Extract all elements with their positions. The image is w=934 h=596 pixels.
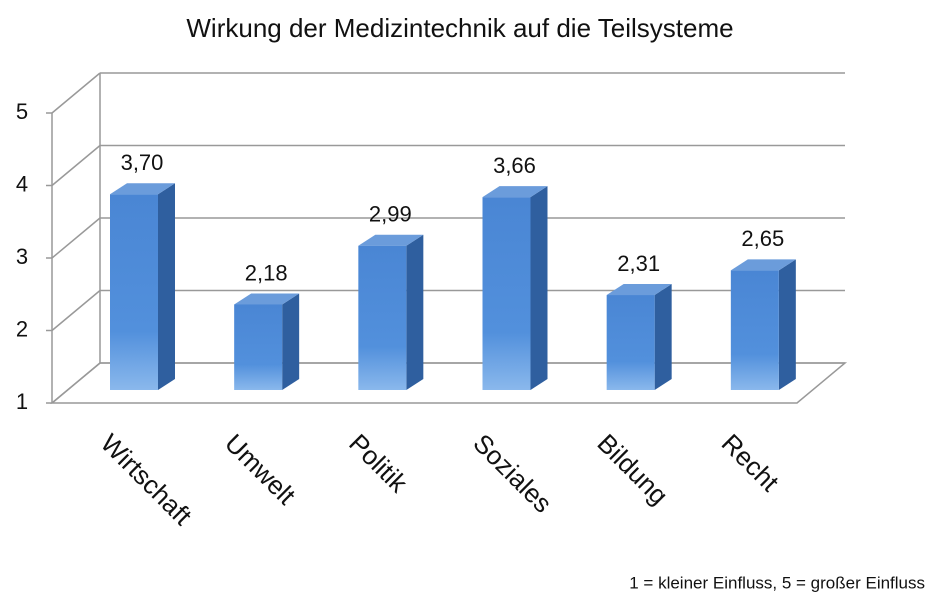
bar xyxy=(234,304,283,390)
y-tick-label: 4 xyxy=(16,171,28,196)
bar xyxy=(482,197,531,390)
bar xyxy=(110,194,158,390)
bar-side xyxy=(778,259,796,390)
data-label: 2,31 xyxy=(617,251,660,276)
bar-side xyxy=(406,234,424,390)
grid-line xyxy=(51,144,101,187)
x-tick-label: Politik xyxy=(343,428,414,499)
bar-side xyxy=(530,186,548,390)
y-tick-label: 5 xyxy=(16,99,28,124)
bar xyxy=(730,270,779,390)
x-tick-label: Recht xyxy=(716,428,786,498)
bar-side xyxy=(158,183,175,390)
bar-top xyxy=(606,284,672,296)
x-tick-label: Soziales xyxy=(467,428,558,519)
x-tick-label: Bildung xyxy=(592,428,675,511)
chart-title: Wirkung der Medizintechnik auf die Teils… xyxy=(186,13,733,43)
data-label: 2,99 xyxy=(369,202,412,227)
data-label: 2,18 xyxy=(245,260,288,285)
bar xyxy=(358,245,407,390)
grid-line xyxy=(51,289,101,332)
grid-line xyxy=(51,72,101,114)
bar-top xyxy=(234,293,300,305)
y-tick-label: 2 xyxy=(16,316,28,341)
y-tick-label: 1 xyxy=(16,389,28,414)
bar-top xyxy=(110,183,175,195)
y-tick-label: 3 xyxy=(16,244,28,269)
x-tick-label: Wirtschaft xyxy=(95,428,198,531)
bar xyxy=(606,295,655,390)
data-label: 3,70 xyxy=(121,150,164,175)
bar-top xyxy=(482,186,548,198)
annotation: 1 = kleiner Einfluss, 5 = großer Einflus… xyxy=(629,573,925,592)
bar-top xyxy=(730,259,796,271)
bar-side xyxy=(654,284,672,390)
data-label: 3,66 xyxy=(493,153,536,178)
data-label: 2,65 xyxy=(741,226,784,251)
x-tick-label: Umwelt xyxy=(219,428,302,511)
grid-line xyxy=(51,217,101,259)
grid-line xyxy=(51,362,101,404)
bar-top xyxy=(358,234,424,246)
bar-side xyxy=(282,293,300,390)
